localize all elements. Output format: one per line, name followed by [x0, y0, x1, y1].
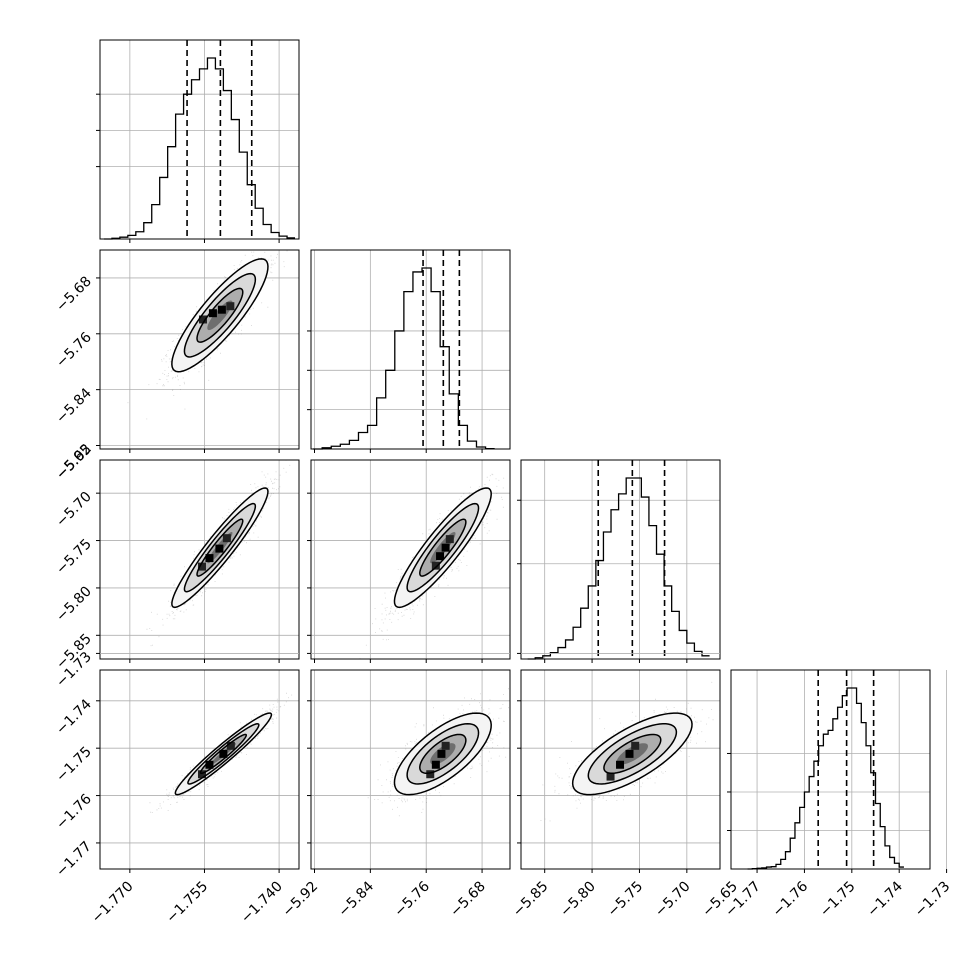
- histogram-step-1: [103, 57, 296, 240]
- histogram-step-2: [313, 267, 495, 450]
- contour-line-2: [406, 722, 480, 785]
- contour-line-2: [587, 723, 678, 785]
- contour-line-2: [183, 502, 257, 593]
- density-content: [146, 460, 291, 647]
- marginal-panel-3: [517, 459, 721, 663]
- density-peak-cell: [197, 562, 206, 571]
- density-panel-r3-c2: [307, 459, 511, 663]
- histogram-step-4: [747, 687, 904, 870]
- density-peak-cell: [222, 534, 231, 543]
- density-peak-cell: [217, 305, 226, 314]
- marginal-panel-1: [96, 39, 300, 243]
- density-peak-cell: [431, 561, 440, 570]
- panel-frame: [99, 669, 300, 870]
- density-peak-cell: [219, 749, 228, 758]
- density-level-4: [207, 300, 233, 331]
- contour-line-3: [196, 287, 244, 343]
- density-panel-r4-c2: [307, 652, 511, 873]
- contour-line-1: [393, 712, 492, 796]
- density-peak-cell: [436, 552, 445, 561]
- density-panel-r2-c1: [96, 249, 300, 453]
- marginal-panel-2: [307, 249, 511, 453]
- panel-frame: [99, 39, 300, 240]
- density-peak-cell: [631, 741, 640, 750]
- contour-line-1: [393, 487, 492, 609]
- density-peak-cell: [205, 760, 214, 769]
- density-peak-cell: [431, 760, 440, 769]
- histogram-step-3: [527, 477, 710, 660]
- contour-line-3: [419, 733, 467, 775]
- density-peak-cell: [226, 741, 235, 750]
- density-panel-r4-c1: [96, 652, 300, 873]
- density-peak-cell: [445, 535, 454, 544]
- density-panel-r4-c3: [517, 652, 721, 873]
- panel-frame: [730, 669, 931, 870]
- density-peak-cell: [616, 760, 625, 769]
- density-content: [540, 681, 720, 822]
- density-content: [367, 688, 509, 817]
- panel-frame: [310, 249, 511, 450]
- panel-frame: [99, 249, 300, 450]
- density-peak-cell: [426, 770, 435, 779]
- density-peak-cell: [441, 741, 450, 750]
- density-content: [127, 250, 288, 420]
- marginal-panel-4: [727, 669, 948, 873]
- density-peak-cell: [437, 749, 446, 758]
- contour-line-2: [406, 502, 480, 593]
- contour-line-1: [174, 712, 273, 796]
- density-peak-cell: [208, 309, 217, 318]
- density-peak-cell: [606, 772, 615, 781]
- contour-line-1: [171, 487, 269, 609]
- density-peak-cell: [198, 315, 207, 324]
- contour-line-3: [419, 518, 467, 577]
- contour-line-3: [196, 518, 244, 577]
- density-peak-cell: [197, 770, 206, 779]
- contour-line-1: [571, 712, 693, 796]
- contour-line-2: [187, 723, 260, 785]
- contour-line-3: [199, 733, 248, 775]
- density-content: [149, 692, 293, 813]
- contour-line-2: [183, 272, 257, 358]
- contour-line-3: [603, 733, 662, 775]
- density-peak-cell: [205, 554, 214, 563]
- density-peak-cell: [226, 302, 235, 311]
- panel-frame: [520, 459, 721, 660]
- density-peak-cell: [441, 543, 450, 552]
- panel-frame: [310, 669, 511, 870]
- panel-frame: [520, 669, 721, 870]
- panel-frame: [310, 459, 511, 660]
- density-panel-r3-c1: [96, 459, 300, 663]
- density-peak-cell: [215, 544, 224, 553]
- contour-line-1: [171, 258, 269, 373]
- panel-frame: [99, 459, 300, 660]
- density-peak-cell: [625, 749, 634, 758]
- density-content: [359, 473, 505, 659]
